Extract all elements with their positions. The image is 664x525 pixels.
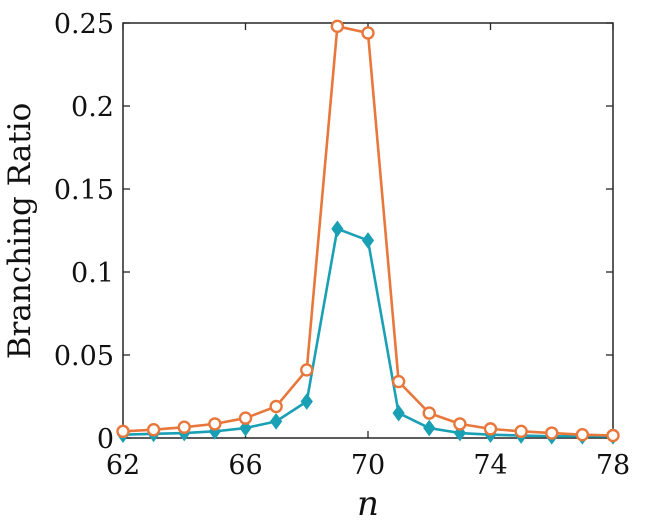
x-axis-ticks: 62 66 70 74 78 [106, 23, 630, 481]
y-tick-label: 0.2 [71, 92, 114, 123]
data-point-circle [177, 420, 191, 434]
data-point-diamond [361, 232, 375, 249]
series-layer [116, 19, 620, 445]
data-point-circle [269, 399, 283, 414]
data-point-circle [300, 363, 314, 377]
data-point-circle [514, 424, 528, 439]
series-line-2 [122, 227, 613, 438]
data-point-diamond [239, 419, 252, 437]
data-point-circle [391, 374, 406, 389]
data-point-circle [483, 422, 498, 436]
data-point-circle [238, 411, 253, 425]
data-point-diamond [270, 413, 283, 430]
data-point-circle [422, 406, 436, 420]
x-tick-label: 62 [106, 450, 140, 481]
y-tick-label: 0 [97, 424, 114, 455]
plot-area-frame [122, 22, 614, 439]
x-tick-label: 78 [596, 450, 630, 481]
data-point-circle [361, 26, 375, 40]
y-axis-ticks: 0 0.05 0.1 0.15 0.2 0.25 [54, 9, 613, 455]
x-tick-label: 70 [351, 450, 385, 481]
y-tick-label: 0.25 [54, 9, 114, 40]
data-point-diamond [392, 404, 405, 422]
data-point-diamond [423, 419, 436, 437]
y-axis-label: Branching Ratio [2, 103, 38, 360]
data-point-circle [146, 423, 161, 437]
data-point-circle [330, 19, 345, 34]
data-point-circle [116, 424, 130, 439]
data-point-circle [575, 427, 590, 442]
data-point-circle [208, 417, 222, 431]
data-point-circle [453, 417, 467, 431]
data-point-circle [606, 428, 620, 443]
data-point-diamond [331, 220, 344, 238]
data-point-diamond [300, 393, 313, 410]
series-line-1 [122, 25, 614, 437]
data-point-circle [545, 426, 559, 440]
x-tick-label: 74 [473, 450, 507, 481]
x-tick-label: 66 [228, 450, 262, 481]
y-tick-label: 0.05 [54, 341, 114, 372]
x-axis-label: n [357, 484, 379, 524]
y-tick-label: 0.1 [71, 258, 114, 289]
y-tick-label: 0.15 [54, 175, 114, 206]
